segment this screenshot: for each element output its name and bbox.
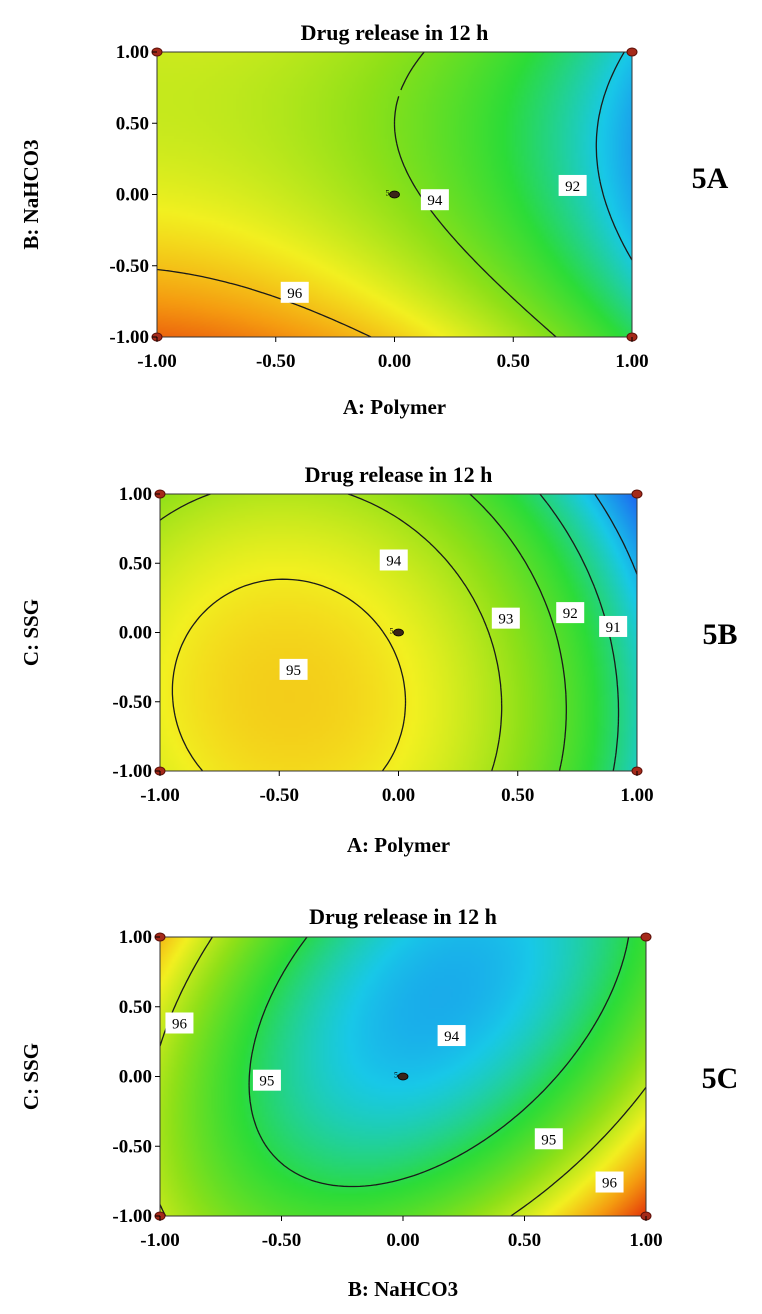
x-tick-label: -0.50: [259, 785, 299, 806]
contour-label-text: 95: [259, 1074, 274, 1090]
contour-panel-5a: 96 94 92 5 Drug release in 12 h -1.00 -0.50 0.0…: [19, 20, 729, 419]
contour-label-text: 95: [541, 1132, 556, 1148]
contour-label-text: 96: [172, 1016, 188, 1032]
center-point-label: 5: [390, 627, 394, 636]
x-tick-label: 1.00: [615, 351, 648, 372]
center-point: [389, 190, 400, 199]
center-point-label: 5: [386, 189, 390, 198]
y-tick-label: -0.50: [112, 1136, 152, 1157]
contour-label: 96: [280, 281, 309, 303]
x-tick-label: 0.00: [378, 351, 411, 372]
y-tick-label: 0.50: [116, 113, 149, 134]
contour-line-95: [171, 578, 407, 771]
contour-line-92: [595, 52, 632, 261]
x-tick-label: -1.00: [140, 785, 180, 806]
x-tick-label: -1.00: [140, 1230, 180, 1251]
contour-label: 91: [599, 615, 628, 637]
contour-label-text: 92: [565, 179, 580, 195]
contour-label-text: 96: [602, 1176, 618, 1192]
y-tick-label: 0.00: [119, 1067, 152, 1088]
contour-line-95: [248, 937, 630, 1188]
contour-label-text: 94: [444, 1029, 460, 1045]
x-tick-label: 1.00: [620, 785, 653, 806]
panel-label: 5B: [702, 618, 737, 651]
contour-label-text: 96: [287, 286, 303, 302]
contour-line-94: [160, 494, 503, 771]
contour-panel-5c: 96 95 94 95 96 5 Drug release in 12 h -1.00 -0.5…: [19, 904, 738, 1301]
contour-label: 96: [165, 1012, 194, 1034]
x-tick-label: -0.50: [262, 1230, 302, 1251]
x-tick-label: 0.50: [501, 785, 534, 806]
y-tick-label: 0.50: [119, 553, 152, 574]
y-tick-label: 0.00: [116, 185, 149, 206]
y-tick-label: -0.50: [109, 256, 149, 277]
x-tick-label: 0.50: [508, 1230, 541, 1251]
contour-line-91: [594, 494, 637, 575]
contour-label-text: 93: [498, 612, 513, 628]
contour-label: 95: [252, 1069, 281, 1091]
contour-label: 96: [595, 1171, 624, 1193]
contour-label-text: 94: [427, 193, 443, 209]
contour-label: 94: [420, 189, 449, 211]
contour-panel-5b: 95 94 93 92 91 5 Drug release in 12 h -1.00 -0.5…: [19, 462, 738, 857]
contour-line-93: [469, 494, 567, 771]
contour-label: 94: [379, 549, 408, 571]
center-point-label: 5: [394, 1071, 398, 1080]
design-point: [631, 489, 643, 499]
x-tick-label: -0.50: [256, 351, 296, 372]
y-tick-label: 0.00: [119, 623, 152, 644]
center-point: [393, 628, 404, 637]
y-axis-label: C: SSG: [19, 599, 43, 666]
contour-label-text: 95: [286, 663, 301, 679]
panel-label: 5A: [692, 162, 729, 195]
design-point: [626, 47, 638, 57]
y-tick-label: -1.00: [109, 327, 149, 348]
contour-label: 92: [558, 174, 587, 196]
x-tick-label: 0.00: [382, 785, 415, 806]
y-tick-label: 0.50: [119, 997, 152, 1018]
y-tick-label: 1.00: [119, 927, 152, 948]
x-tick-label: 1.00: [629, 1230, 662, 1251]
x-tick-label: 0.00: [386, 1230, 419, 1251]
contour-label: 92: [556, 602, 585, 624]
y-axis-label: B: NaHCO3: [19, 139, 43, 249]
y-tick-label: 1.00: [116, 42, 149, 63]
design-point: [640, 932, 652, 942]
y-tick-label: -1.00: [112, 761, 152, 782]
x-axis-label: B: NaHCO3: [348, 1277, 458, 1301]
chart-title: Drug release in 12 h: [301, 20, 489, 45]
y-tick-label: -1.00: [112, 1206, 152, 1227]
center-point: [397, 1072, 409, 1081]
contour-label: 95: [279, 658, 308, 680]
contour-label-text: 91: [606, 620, 621, 636]
x-axis-label: A: Polymer: [343, 395, 446, 419]
y-axis-label: C: SSG: [19, 1043, 43, 1110]
contour-label-text: 92: [563, 606, 578, 622]
contour-label: 95: [534, 1128, 563, 1150]
chart-title: Drug release in 12 h: [305, 462, 493, 487]
x-tick-label: -1.00: [137, 351, 177, 372]
contour-label: 93: [491, 607, 520, 629]
contour-label: 94: [437, 1025, 466, 1047]
x-axis-label: A: Polymer: [347, 833, 450, 857]
panel-label: 5C: [702, 1062, 739, 1095]
contour-line-94: [393, 52, 557, 337]
y-tick-label: 1.00: [119, 484, 152, 505]
y-tick-label: -0.50: [112, 692, 152, 713]
x-tick-label: 0.50: [497, 351, 530, 372]
chart-title: Drug release in 12 h: [309, 904, 497, 929]
contour-label-text: 94: [386, 553, 402, 569]
